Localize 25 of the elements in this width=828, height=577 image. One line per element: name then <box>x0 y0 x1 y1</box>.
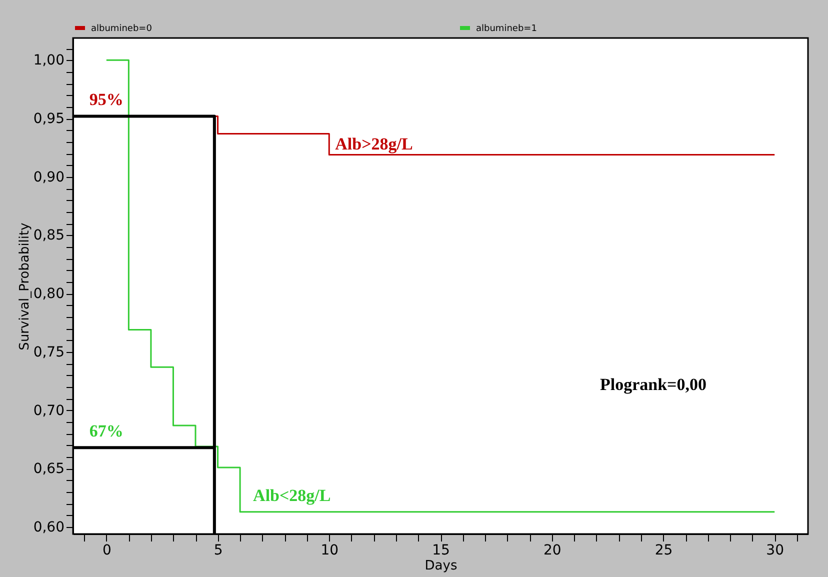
x-tick-label: 5 <box>214 542 223 558</box>
y-tick-label: 0,85 <box>33 228 64 244</box>
annotation: Plogrank=0,00 <box>600 375 706 394</box>
x-tick-label: 15 <box>432 542 450 558</box>
x-tick-label: 30 <box>766 542 784 558</box>
annotation: Alb>28g/L <box>335 134 413 154</box>
y-tick-label: 0,95 <box>33 111 64 128</box>
annotation: 67% <box>89 422 124 441</box>
annotation: Alb<28g/L <box>253 486 331 505</box>
annotation: 95% <box>89 90 124 110</box>
y-tick-label: 1,00 <box>33 52 64 69</box>
x-axis-title: Days <box>424 558 458 574</box>
x-tick-label: 10 <box>320 542 339 558</box>
y-tick-label: 0,70 <box>33 402 64 419</box>
x-tick-label: 20 <box>543 542 562 558</box>
legend-label: albumineb=1 <box>476 24 537 34</box>
y-tick-label: 0,75 <box>33 344 64 360</box>
y-axis-title: Survival_Probability <box>17 222 32 350</box>
y-tick-label: 0,65 <box>33 461 64 478</box>
y-tick-label: 0,90 <box>33 169 64 186</box>
y-tick-label: 0,60 <box>33 520 64 536</box>
x-tick-label: 0 <box>102 542 112 558</box>
y-tick-label: 0,80 <box>33 286 64 302</box>
legend-label: albumineb=0 <box>91 24 152 34</box>
x-tick-label: 25 <box>654 542 673 558</box>
